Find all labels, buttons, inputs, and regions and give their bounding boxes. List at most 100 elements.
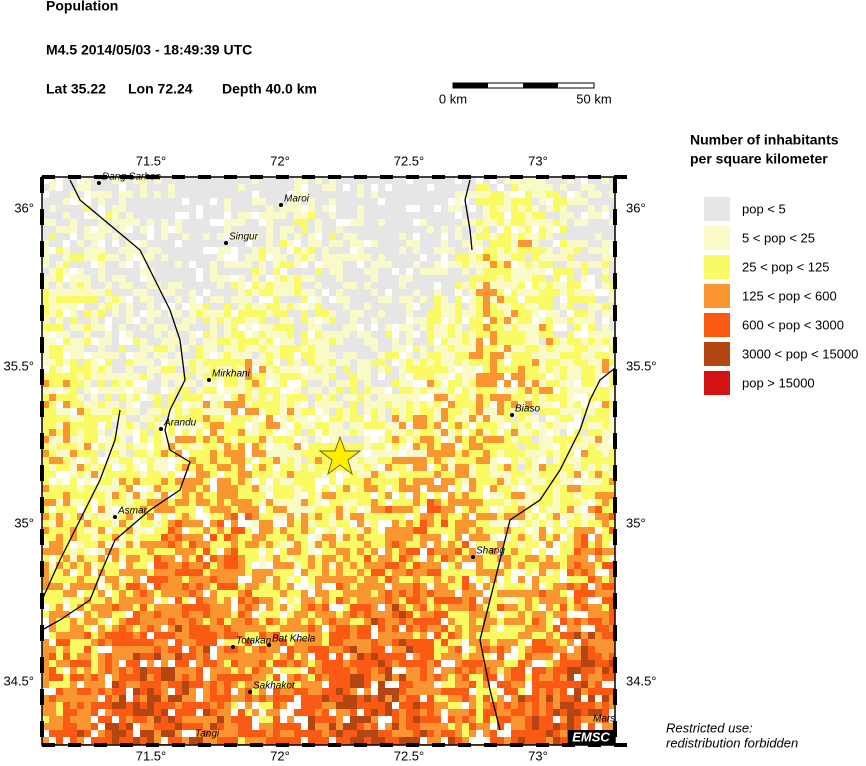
pop-cell	[245, 632, 252, 639]
pop-cell	[119, 233, 126, 240]
pop-cell	[217, 576, 224, 583]
pop-cell	[98, 261, 105, 268]
pop-cell	[364, 254, 371, 261]
pop-cell	[238, 485, 245, 492]
pop-cell	[539, 338, 546, 345]
pop-cell	[427, 485, 434, 492]
pop-cell	[49, 338, 56, 345]
pop-cell	[84, 611, 91, 618]
pop-cell	[357, 555, 364, 562]
pop-cell	[434, 590, 441, 597]
pop-cell	[245, 303, 252, 310]
pop-cell	[273, 604, 280, 611]
pop-cell	[560, 555, 567, 562]
pop-cell	[231, 429, 238, 436]
pop-cell	[308, 604, 315, 611]
pop-cell	[343, 597, 350, 604]
pop-cell	[490, 576, 497, 583]
pop-cell	[441, 450, 448, 457]
pop-cell	[42, 506, 49, 513]
pop-cell	[147, 436, 154, 443]
pop-cell	[434, 632, 441, 639]
pop-cell	[224, 604, 231, 611]
pop-cell	[245, 212, 252, 219]
pop-cell	[378, 639, 385, 646]
pop-cell	[392, 527, 399, 534]
pop-cell	[322, 429, 329, 436]
pop-cell	[98, 366, 105, 373]
pop-cell	[168, 387, 175, 394]
pop-cell	[287, 583, 294, 590]
pop-cell	[602, 303, 609, 310]
pop-cell	[147, 212, 154, 219]
pop-cell	[560, 464, 567, 471]
pop-cell	[182, 562, 189, 569]
pop-cell	[413, 394, 420, 401]
pop-cell	[532, 436, 539, 443]
pop-cell	[168, 331, 175, 338]
pop-cell	[245, 394, 252, 401]
pop-cell	[154, 401, 161, 408]
pop-cell	[224, 527, 231, 534]
pop-cell	[112, 450, 119, 457]
pop-cell	[168, 625, 175, 632]
pop-cell	[98, 331, 105, 338]
pop-cell	[609, 485, 615, 492]
pop-cell	[511, 331, 518, 338]
pop-cell	[77, 534, 84, 541]
pop-cell	[203, 359, 210, 366]
pop-cell	[91, 541, 98, 548]
pop-cell	[245, 352, 252, 359]
pop-cell	[385, 478, 392, 485]
pop-cell	[567, 366, 574, 373]
pop-cell	[196, 177, 203, 184]
pop-cell	[483, 513, 490, 520]
pop-cell	[511, 345, 518, 352]
pop-cell	[154, 289, 161, 296]
pop-cell	[154, 247, 161, 254]
pop-cell	[189, 338, 196, 345]
pop-cell	[245, 590, 252, 597]
pop-cell	[140, 527, 147, 534]
pop-cell	[175, 625, 182, 632]
pop-cell	[210, 184, 217, 191]
pop-cell	[406, 352, 413, 359]
pop-cell	[455, 555, 462, 562]
pop-cell	[301, 296, 308, 303]
pop-cell	[574, 562, 581, 569]
pop-cell	[308, 555, 315, 562]
pop-cell	[420, 331, 427, 338]
pop-cell	[294, 268, 301, 275]
pop-cell	[105, 359, 112, 366]
pop-cell	[434, 576, 441, 583]
pop-cell	[49, 548, 56, 555]
pop-cell	[98, 464, 105, 471]
pop-cell	[399, 240, 406, 247]
pop-cell	[189, 226, 196, 233]
pop-cell	[259, 240, 266, 247]
pop-cell	[427, 408, 434, 415]
pop-cell	[245, 275, 252, 282]
pop-cell	[357, 184, 364, 191]
pop-cell	[441, 457, 448, 464]
pop-cell	[378, 296, 385, 303]
pop-cell	[63, 408, 70, 415]
pop-cell	[336, 632, 343, 639]
pop-cell	[483, 324, 490, 331]
pop-cell	[119, 401, 126, 408]
pop-cell	[56, 359, 63, 366]
title: Population	[46, 0, 118, 14]
pop-cell	[245, 198, 252, 205]
pop-cell	[462, 219, 469, 226]
pop-cell	[434, 219, 441, 226]
pop-cell	[84, 464, 91, 471]
pop-cell	[532, 303, 539, 310]
pop-cell	[238, 394, 245, 401]
pop-cell	[420, 408, 427, 415]
pop-cell	[483, 604, 490, 611]
pop-cell	[434, 625, 441, 632]
pop-cell	[259, 331, 266, 338]
pop-cell	[301, 233, 308, 240]
pop-cell	[210, 380, 217, 387]
pop-cell	[378, 261, 385, 268]
